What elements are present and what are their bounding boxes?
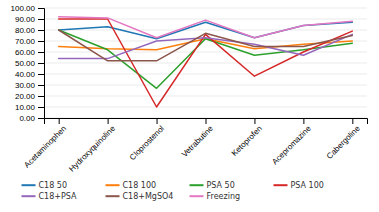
y-tick-label: 90.00: [15, 15, 36, 24]
y-tick-mark: [38, 85, 44, 86]
legend-swatch: [274, 184, 288, 186]
x-axis-line: [45, 119, 368, 125]
legend-label: C18+PSA: [39, 192, 78, 201]
y-tick-mark: [38, 8, 44, 9]
legend-label: C18 100: [123, 181, 157, 190]
legend-item: C18+PSA: [22, 192, 78, 201]
y-tick-label: 0.00: [19, 114, 35, 123]
grid-line: [44, 74, 367, 75]
x-tick-mark: [157, 118, 158, 124]
legend-label: C18 50: [39, 181, 68, 190]
plot: 0.00 10.00 20.00 30.00 40.00 50.00 60.00 70.00 8…: [11, 4, 368, 174]
grid-line: [44, 96, 367, 97]
x-tick: Acetaminophen: [22, 118, 68, 170]
x-tick: Cabergoline: [325, 118, 362, 161]
y-tick-label: 30.00: [15, 81, 36, 90]
y-tick: 30.00: [15, 81, 44, 90]
y-tick-label: 40.00: [15, 70, 36, 79]
y-tick-mark: [38, 118, 44, 119]
legend-swatch: [22, 184, 36, 186]
y-tick-label: 70.00: [15, 37, 36, 46]
y-tick: 70.00: [15, 37, 44, 46]
x-tick: Ketoprofen: [230, 118, 264, 158]
legend-label: C18+MgSO4: [123, 192, 174, 201]
y-tick: 80.00: [15, 26, 44, 35]
x-tick-label: Cabergoline: [325, 124, 362, 161]
x-tick-mark: [352, 118, 353, 124]
y-tick-mark: [38, 74, 44, 75]
grid-line: [44, 30, 367, 31]
y-tick-mark: [38, 96, 44, 97]
y-tick: 0.00: [19, 114, 44, 123]
y-axis: 0.00 10.00 20.00 30.00 40.00 50.00 60.00 70.00 8…: [11, 4, 45, 123]
y-tick-label: 50.00: [15, 59, 36, 68]
x-tick-label: Ketoprofen: [230, 124, 264, 158]
x-tick-mark: [206, 118, 207, 124]
y-tick: 90.00: [15, 15, 44, 24]
series-line: [59, 34, 353, 58]
x-tick-label: Acetaminophen: [22, 124, 68, 170]
y-tick: 20.00: [15, 92, 44, 101]
y-tick-mark: [38, 41, 44, 42]
legend-swatch: [190, 195, 204, 197]
y-tick-mark: [38, 19, 44, 20]
x-tick-label: Hydroxyquinoline: [67, 124, 117, 174]
series-line: [59, 30, 353, 88]
y-tick: 40.00: [15, 70, 44, 79]
x-tick-label: Cloprostenol: [128, 124, 166, 162]
y-tick-mark: [38, 52, 44, 53]
x-tick: Acepromazine: [270, 118, 313, 166]
x-tick: Cloprostenol: [128, 118, 166, 162]
y-tick-label: 80.00: [15, 26, 36, 35]
x-tick-mark: [108, 118, 109, 124]
x-tick-mark: [59, 118, 60, 124]
legend-item: C18 50: [22, 181, 68, 190]
x-axis: AcetaminophenHydroxyquinoline Cloprosteno…: [22, 118, 367, 174]
y-tick-mark: [38, 30, 44, 31]
y-tick-mark: [38, 63, 44, 64]
legend-swatch: [22, 195, 36, 197]
y-tick: 10.00: [15, 103, 44, 112]
legend-label: PSA 100: [291, 181, 324, 190]
x-tick: Hydroxyquinoline: [67, 118, 117, 174]
lines: [59, 17, 353, 107]
x-tick-mark: [254, 118, 255, 124]
legend: C18 50 C18 100 PSA 50 PSA 100 C18+PSA C18+MgS…: [22, 181, 324, 201]
legend-item: PSA 100: [274, 181, 324, 190]
grid-line: [44, 85, 367, 86]
series-line: [59, 30, 353, 61]
y-tick-label: 20.00: [15, 92, 36, 101]
y-tick-mark: [38, 107, 44, 108]
x-tick-mark: [303, 118, 304, 124]
legend-swatch: [106, 184, 120, 186]
y-tick: 100.00: [11, 4, 44, 13]
x-tick: Vetrabutine: [180, 118, 215, 159]
x-tick-label: Acepromazine: [270, 124, 313, 167]
x-tick-label: Vetrabutine: [180, 124, 215, 159]
legend-swatch: [190, 184, 204, 186]
y-tick: 50.00: [15, 59, 44, 68]
y-tick-label: 10.00: [15, 103, 36, 112]
grid-line: [44, 8, 367, 9]
y-tick-label: 100.00: [11, 4, 36, 13]
legend-label: Freezing: [207, 192, 241, 201]
legend-swatch: [106, 195, 120, 197]
grid-line: [44, 63, 367, 64]
y-axis-line: [38, 9, 45, 119]
legend-item: PSA 50: [190, 181, 235, 190]
series-line: [59, 17, 353, 38]
legend-item: C18+MgSO4: [106, 192, 174, 201]
grid-line: [44, 41, 367, 42]
legend-item: C18 100: [106, 181, 157, 190]
chart: 0.00 10.00 20.00 30.00 40.00 50.00 60.00 70.00 8…: [0, 0, 379, 212]
grid: [44, 8, 367, 118]
grid-line: [44, 107, 367, 108]
y-tick: 60.00: [15, 48, 44, 57]
series-line: [59, 19, 353, 107]
y-tick-label: 60.00: [15, 48, 36, 57]
legend-item: Freezing: [190, 192, 241, 201]
legend-label: PSA 50: [207, 181, 235, 190]
